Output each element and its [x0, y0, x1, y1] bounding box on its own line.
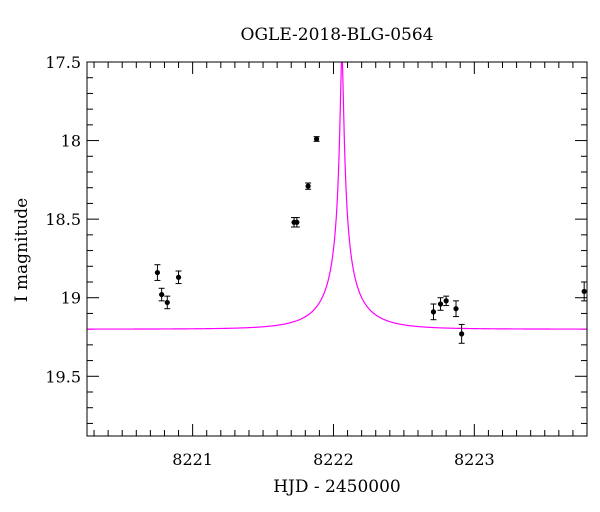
plot-frame — [86, 61, 588, 437]
data-marker — [313, 136, 320, 142]
y-tick-label: 19 — [61, 289, 81, 308]
data-marker — [154, 269, 161, 276]
data-point — [154, 264, 161, 281]
data-marker — [294, 219, 300, 225]
y-tick-label: 19.5 — [45, 367, 81, 386]
data-point — [458, 323, 465, 344]
x-tick-label: 8222 — [313, 450, 354, 469]
data-point — [175, 270, 182, 285]
model-curve-layer — [87, 62, 587, 330]
data-point — [430, 303, 437, 321]
tick-labels: 8221 8222 8223 17.5 18 18.5 19 19.5 — [45, 53, 494, 469]
data-point — [158, 287, 165, 302]
data-point — [313, 136, 320, 142]
data-point — [443, 295, 450, 307]
x-tick-label: 8223 — [454, 450, 495, 469]
y-tick-label: 18 — [61, 132, 81, 151]
data-marker — [453, 306, 459, 312]
data-marker — [437, 301, 444, 307]
x-axis-label: HJD - 2450000 — [273, 477, 401, 497]
x-tick-label: 8221 — [172, 450, 213, 469]
data-marker — [443, 298, 449, 304]
y-tick-label: 18.5 — [45, 210, 81, 229]
data-marker — [159, 291, 165, 298]
y-axis-label: I magnitude — [12, 198, 32, 302]
data-point — [453, 300, 460, 318]
data-marker — [459, 331, 465, 337]
model-curve — [87, 62, 587, 330]
chart-title: OGLE-2018-BLG-0564 — [241, 25, 434, 45]
data-point — [581, 281, 588, 302]
data-marker — [175, 274, 182, 280]
y-tick-label: 17.5 — [45, 53, 81, 72]
axis-ticks — [87, 61, 588, 436]
data-marker — [581, 288, 587, 295]
data-point — [437, 297, 444, 311]
data-marker — [164, 299, 170, 306]
data-point — [293, 217, 300, 228]
data-point — [305, 182, 312, 190]
data-marker — [430, 309, 437, 315]
data-point — [164, 295, 171, 310]
data-marker — [305, 183, 311, 189]
data-points-layer — [154, 136, 588, 344]
